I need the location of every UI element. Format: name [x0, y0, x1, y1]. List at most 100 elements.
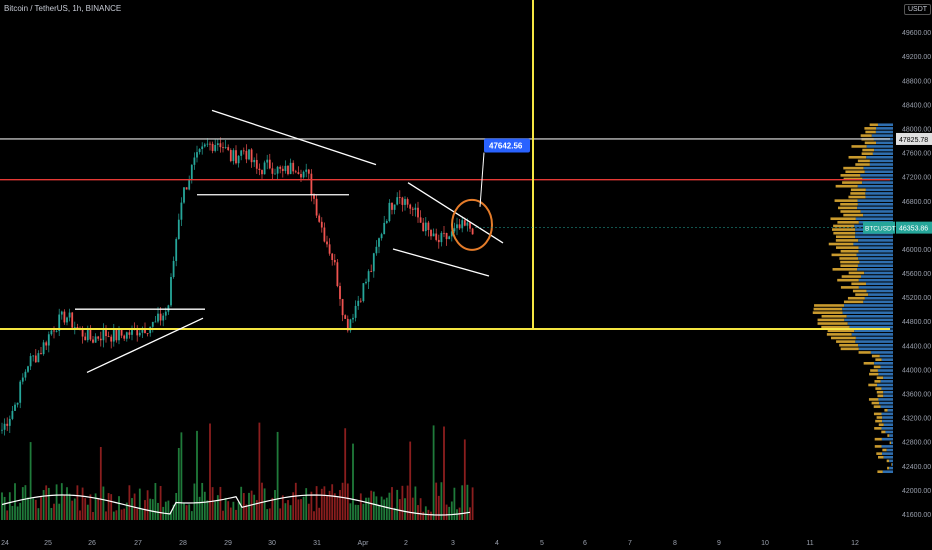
- volume-profile-buy: [855, 235, 893, 239]
- volume-profile-buy: [887, 408, 893, 412]
- volume-profile-sell: [847, 296, 865, 300]
- volume-profile-sell: [838, 206, 858, 210]
- volume-bar: [19, 502, 22, 520]
- candle-body: [375, 246, 378, 254]
- x-tick-label: 6: [583, 540, 587, 547]
- volume-profile-buy: [858, 278, 893, 282]
- candle-body: [115, 328, 118, 341]
- volume-profile-sell: [855, 293, 869, 296]
- volume-bar: [378, 505, 380, 520]
- candle-body: [248, 149, 250, 160]
- candle-body: [396, 197, 399, 205]
- volume-profile-buy: [877, 369, 893, 372]
- volume-bar: [419, 498, 422, 520]
- x-tick-label: 26: [88, 540, 96, 547]
- volume-bar: [159, 485, 162, 520]
- volume-bar: [336, 497, 339, 520]
- volume-profile-buy: [879, 401, 893, 405]
- candle-body: [404, 199, 406, 205]
- candle-body: [27, 366, 29, 372]
- volume-profile-sell: [862, 148, 875, 152]
- candle-body: [417, 207, 419, 218]
- volume-bar: [313, 511, 315, 520]
- volume-profile-buy: [880, 405, 893, 408]
- volume-profile-buy: [870, 351, 893, 354]
- candle-body: [443, 232, 445, 234]
- volume-bar: [333, 493, 336, 520]
- volume-profile-buy: [862, 177, 893, 181]
- candle-body: [227, 147, 230, 151]
- candle-body: [287, 165, 289, 175]
- candle-body: [190, 164, 193, 180]
- volume-bar: [94, 493, 97, 520]
- candle-body: [206, 143, 209, 145]
- volume-profile-sell: [863, 361, 875, 365]
- candle-body: [336, 262, 339, 287]
- volume-bar: [32, 498, 35, 520]
- candle-body: [123, 335, 126, 339]
- volume-profile-sell: [874, 427, 882, 430]
- candle-body: [3, 423, 6, 430]
- volume-bar: [229, 507, 232, 520]
- volume-profile-buy: [875, 130, 893, 134]
- volume-bar: [232, 501, 235, 520]
- candle-body: [144, 328, 146, 334]
- quote-currency-badge[interactable]: USDT: [904, 4, 932, 15]
- volume-profile-buy: [857, 206, 893, 210]
- volume-profile-buy: [864, 271, 893, 275]
- volume-profile-sell: [875, 419, 883, 423]
- volume-profile-buy: [882, 416, 893, 419]
- volume-profile-sell: [843, 177, 863, 181]
- volume-bar: [258, 422, 261, 520]
- candle-body: [245, 150, 248, 160]
- volume-profile-buy: [849, 325, 893, 329]
- volume-profile-buy: [842, 311, 893, 314]
- volume-profile-sell: [877, 470, 883, 474]
- volume-profile-sell: [842, 181, 863, 184]
- volume-bar: [180, 432, 183, 520]
- candle-body: [66, 317, 68, 323]
- candle-body: [159, 313, 162, 321]
- chart-title: Bitcoin / TetherUS, 1h, BINANCE: [4, 4, 122, 13]
- volume-bar: [328, 490, 331, 520]
- volume-profile-buy: [886, 448, 893, 452]
- volume-bar: [97, 499, 100, 520]
- x-tick-label: 29: [224, 540, 232, 547]
- level-price-text: 47825.78: [899, 137, 928, 144]
- volume-profile-buy: [855, 340, 893, 343]
- volume-bar: [279, 508, 282, 520]
- volume-profile-buy: [878, 372, 893, 376]
- candle-body: [391, 202, 393, 210]
- candle-body: [42, 342, 45, 355]
- candle-body: [146, 333, 149, 334]
- volume-bar: [375, 496, 378, 520]
- volume-bar: [183, 503, 185, 520]
- volume-bar: [302, 496, 305, 520]
- volume-bar: [92, 511, 94, 520]
- candle-body: [37, 353, 40, 363]
- volume-bar: [84, 498, 87, 520]
- volume-bar: [388, 492, 391, 520]
- volume-bar: [271, 497, 274, 520]
- volume-bar: [79, 510, 81, 520]
- y-tick-label: 46000.00: [902, 247, 931, 254]
- candle-body: [279, 166, 282, 169]
- x-tick-label: 5: [540, 540, 544, 547]
- volume-bar: [341, 482, 344, 520]
- candle-body: [107, 336, 110, 337]
- volume-profile-buy: [883, 394, 893, 398]
- candle-body: [29, 356, 32, 367]
- volume-bar: [331, 484, 334, 520]
- volume-bar: [414, 486, 417, 520]
- x-tick-label: 9: [717, 540, 721, 547]
- candle-body: [47, 334, 50, 346]
- volume-bar: [453, 487, 456, 520]
- volume-profile-buy: [889, 466, 893, 470]
- volume-profile-sell: [851, 145, 867, 148]
- candle-body: [216, 143, 219, 146]
- volume-profile-sell: [858, 351, 871, 354]
- volume-profile-sell: [876, 390, 884, 394]
- volume-profile-buy: [876, 127, 893, 130]
